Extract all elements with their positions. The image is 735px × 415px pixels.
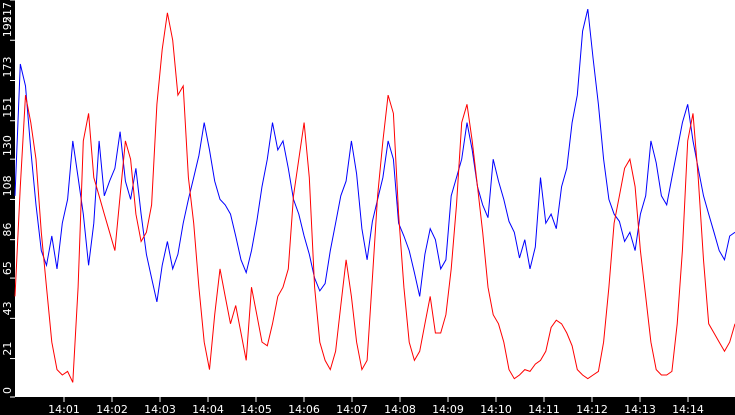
- x-tick-label: 14:07: [336, 403, 368, 415]
- x-tick-label: 14:10: [480, 403, 512, 415]
- y-tick-label: 0: [1, 387, 14, 394]
- x-tick-label: 14:09: [432, 403, 464, 415]
- y-tick-label: 151: [1, 97, 14, 118]
- y-tick-label: 195: [1, 16, 14, 37]
- plot-area: [15, 0, 735, 397]
- x-axis: 14:01 14:02 14:03 14:04 14:05 14:06 14:07 14:08…: [48, 397, 704, 415]
- y-tick-label: 86: [1, 223, 14, 237]
- x-tick-label: 14:11: [528, 403, 560, 415]
- x-tick-label: 14:05: [240, 403, 272, 415]
- y-tick-label: 21: [1, 342, 14, 356]
- y-tick-label: 108: [1, 175, 14, 196]
- x-tick-label: 14:08: [384, 403, 416, 415]
- series-red-line: [14, 12, 735, 383]
- y-axis-strip: [0, 0, 15, 415]
- x-tick-label: 14:04: [192, 403, 224, 415]
- y-tick-label: 173: [1, 56, 14, 77]
- x-tick-label: 14:12: [576, 403, 608, 415]
- x-tick-label: 14:13: [624, 403, 656, 415]
- x-tick-label: 14:01: [48, 403, 80, 415]
- plot-series-group: [14, 8, 735, 383]
- x-tick-label: 14:14: [672, 403, 704, 415]
- x-tick-label: 14:02: [96, 403, 128, 415]
- y-tick-label: 130: [1, 135, 14, 156]
- y-tick-label: 65: [1, 261, 14, 275]
- x-tick-label: 14:03: [144, 403, 176, 415]
- x-tick-label: 14:06: [288, 403, 320, 415]
- y-tick-label: 43: [1, 301, 14, 315]
- x-axis-strip: [0, 397, 735, 415]
- series-blue-line: [14, 8, 735, 303]
- y-tick-label: 217: [1, 2, 14, 23]
